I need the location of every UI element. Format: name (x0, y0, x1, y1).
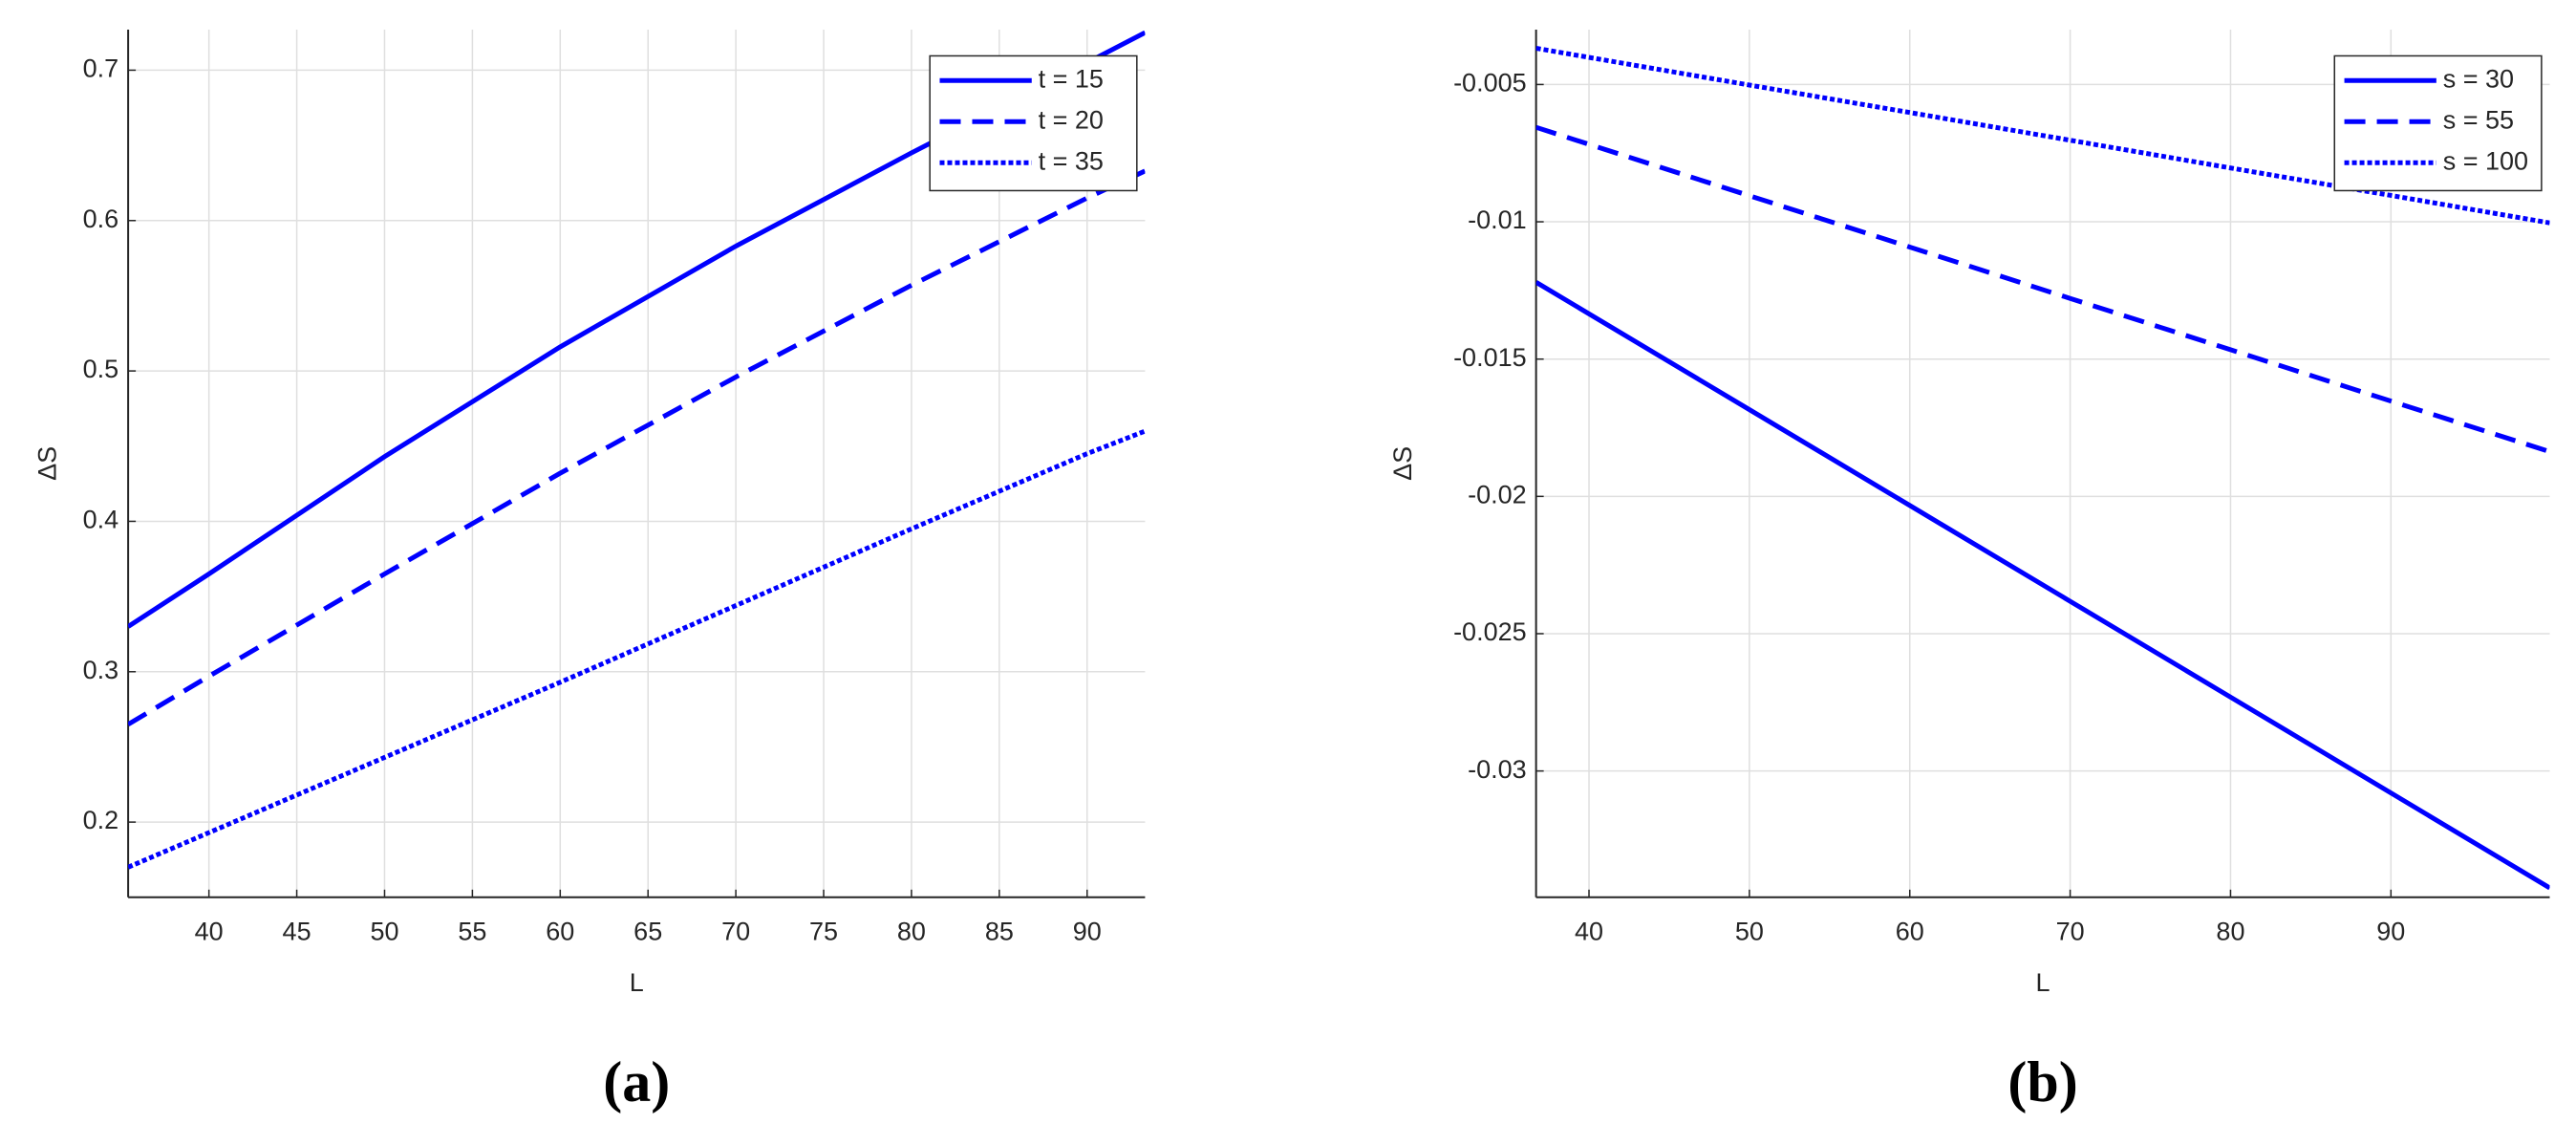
legend-label: s = 30 (2443, 64, 2514, 93)
data-line (1535, 124, 2550, 454)
x-tick-label: 80 (2216, 918, 2244, 946)
y-tick-label: 0.7 (83, 54, 119, 83)
x-tick-label: 50 (1735, 918, 1764, 946)
data-line (1535, 280, 2550, 891)
legend-label: t = 35 (1039, 146, 1104, 175)
legend-label: t = 15 (1039, 64, 1104, 93)
y-tick-label: -0.015 (1453, 343, 1527, 372)
data-line (1535, 46, 2550, 226)
y-axis-label: ΔS (1388, 446, 1417, 481)
y-axis-label: ΔS (33, 446, 62, 481)
legend-box (929, 54, 1138, 192)
x-tick-label: 60 (546, 918, 574, 946)
data-line (128, 428, 1146, 870)
x-tick-label: 40 (1575, 918, 1603, 946)
data-line (128, 168, 1146, 726)
x-tick-label: 90 (1073, 918, 1102, 946)
legend-label: t = 20 (1039, 105, 1104, 134)
legend-label: s = 55 (2443, 105, 2514, 134)
x-tick-label: 75 (809, 918, 838, 946)
x-tick-label: 50 (370, 918, 398, 946)
y-tick-label: 0.3 (83, 656, 119, 684)
x-tick-label: 40 (195, 918, 224, 946)
x-tick-label: 80 (897, 918, 926, 946)
y-tick-label: 0.2 (83, 806, 119, 834)
legend-label: s = 100 (2443, 146, 2528, 175)
caption: (a) (603, 1050, 670, 1114)
x-tick-label: 70 (721, 918, 750, 946)
y-tick-label: -0.01 (1468, 205, 1527, 234)
caption: (b) (2007, 1050, 2077, 1114)
x-axis-label: L (2036, 968, 2050, 997)
y-tick-label: -0.03 (1468, 755, 1527, 784)
x-tick-label: 90 (2376, 918, 2405, 946)
x-axis-label: L (630, 968, 644, 997)
x-tick-label: 85 (985, 918, 1014, 946)
x-tick-label: 55 (458, 918, 486, 946)
series-group (1535, 46, 2550, 891)
y-tick-label: 0.5 (83, 355, 119, 383)
y-tick-label: -0.02 (1468, 480, 1527, 508)
y-tick-label: -0.025 (1453, 617, 1527, 646)
x-tick-label: 65 (633, 918, 662, 946)
x-tick-label: 70 (2056, 918, 2085, 946)
y-tick-label: 0.6 (83, 205, 119, 233)
y-tick-label: 0.4 (83, 506, 119, 534)
y-tick-label: -0.005 (1453, 69, 1527, 97)
x-tick-label: 45 (283, 918, 311, 946)
x-tick-label: 60 (1896, 918, 1924, 946)
